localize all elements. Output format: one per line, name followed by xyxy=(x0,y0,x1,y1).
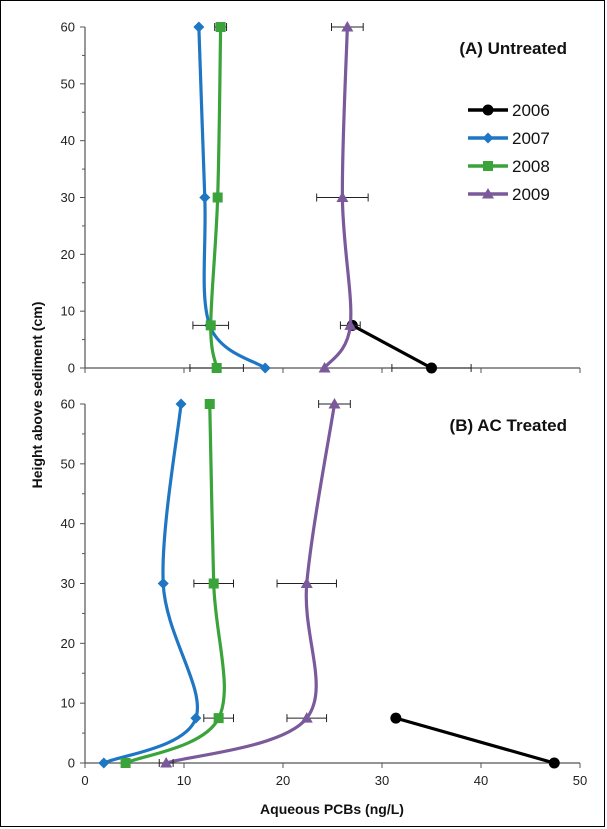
panel-b-series-2006-point-0 xyxy=(548,757,560,769)
y-axis-title: Height above sediment (cm) xyxy=(29,302,45,489)
panel-b-y-tick-label: 50 xyxy=(61,456,75,471)
panel-a-series-2008-point-0 xyxy=(211,363,222,373)
x-tick-label: 40 xyxy=(474,773,488,788)
panel-b-series-2008-point-0 xyxy=(120,758,131,768)
legend-label-2008: 2008 xyxy=(512,157,550,176)
panel-b-series-2007-point-2 xyxy=(157,578,169,589)
legend-marker-2009 xyxy=(482,188,494,199)
panel-a-series-2006-point-0 xyxy=(426,362,437,374)
panel-a-y-tick-label: 10 xyxy=(61,304,75,319)
panel-b-series-2009-line xyxy=(164,402,337,765)
panel-b-series-2008-point-2 xyxy=(208,578,219,589)
x-tick-label: 10 xyxy=(177,773,191,788)
panel-b-series-2009-point-2 xyxy=(300,577,313,588)
panel-b-y-tick-label: 40 xyxy=(61,516,75,531)
panel-b-title: (B) AC Treated xyxy=(450,416,567,435)
panel-b-series-2008-point-1 xyxy=(213,713,224,724)
panel-a-y-tick-label: 0 xyxy=(68,361,75,376)
panel-b-series-2009-point-0 xyxy=(160,757,173,768)
panel-a-series-2007-line xyxy=(197,25,267,370)
panel-b-y-tick-label: 20 xyxy=(61,636,75,651)
panel-b-series-2008-line xyxy=(123,402,226,765)
legend-label-2009: 2009 xyxy=(512,185,550,204)
panel-a-series-2008-point-3 xyxy=(215,22,226,32)
panel-b-series-2009-point-1 xyxy=(300,712,313,723)
x-tick-label: 0 xyxy=(81,773,88,788)
panel-a-y-tick-label: 20 xyxy=(61,247,75,262)
panel-b-series-2007-line xyxy=(102,402,199,765)
panel-a-series-2009-point-1 xyxy=(344,319,357,330)
panel-a-y-tick-label: 40 xyxy=(61,133,75,148)
panel-a-series-2009-point-2 xyxy=(336,191,349,202)
panel-b-y-tick-label: 60 xyxy=(61,397,75,412)
panel-a-series-2009-line xyxy=(322,25,353,370)
panel-b-series-2007-point-3 xyxy=(175,398,187,410)
panel-a-series-2008-point-1 xyxy=(205,320,216,331)
panel-a-series-2007-point-2 xyxy=(199,192,211,203)
legend-marker-2008 xyxy=(483,161,493,171)
legend-label-2007: 2007 xyxy=(512,129,550,148)
panel-a-series-2006-line xyxy=(351,323,433,370)
panel-a-y-tick-label: 60 xyxy=(61,20,75,35)
panel-b-series-2008-point-3 xyxy=(204,399,215,409)
panel-b-y-tick-label: 10 xyxy=(61,696,75,711)
x-axis-title: Aqueous PCBs (ng/L) xyxy=(260,801,404,817)
panel-a-series-2009-point-0 xyxy=(318,362,331,373)
panel-b-y-tick-label: 30 xyxy=(61,576,75,591)
legend-label-2006: 2006 xyxy=(512,101,550,120)
panel-b-series-2006-point-1 xyxy=(390,712,402,724)
panel-b-y-tick-label: 0 xyxy=(68,756,75,771)
panel-a-series-2009-point-3 xyxy=(341,21,354,32)
panel-a-title: (A) Untreated xyxy=(459,39,567,58)
panel-a-series-2008-point-2 xyxy=(212,192,223,203)
panel-a-series-2007-point-0 xyxy=(259,362,271,374)
x-tick-label: 30 xyxy=(375,773,389,788)
panel-b-series-2006-line xyxy=(395,716,555,765)
panel-a-y-tick-label: 30 xyxy=(61,190,75,205)
panel-a-y-tick-label: 50 xyxy=(61,76,75,91)
x-tick-label: 20 xyxy=(276,773,290,788)
legend-marker-2007 xyxy=(482,132,494,144)
panel-b-series-2007-point-0 xyxy=(98,757,110,769)
x-tick-label: 50 xyxy=(573,773,587,788)
panel-a-series-2008-line xyxy=(209,25,223,370)
legend-marker-2006 xyxy=(482,104,494,116)
panel-b-series-2009-point-3 xyxy=(328,398,341,409)
panel-a-series-2007-point-3 xyxy=(193,21,205,33)
panel-b-series-2007-point-1 xyxy=(190,712,202,724)
